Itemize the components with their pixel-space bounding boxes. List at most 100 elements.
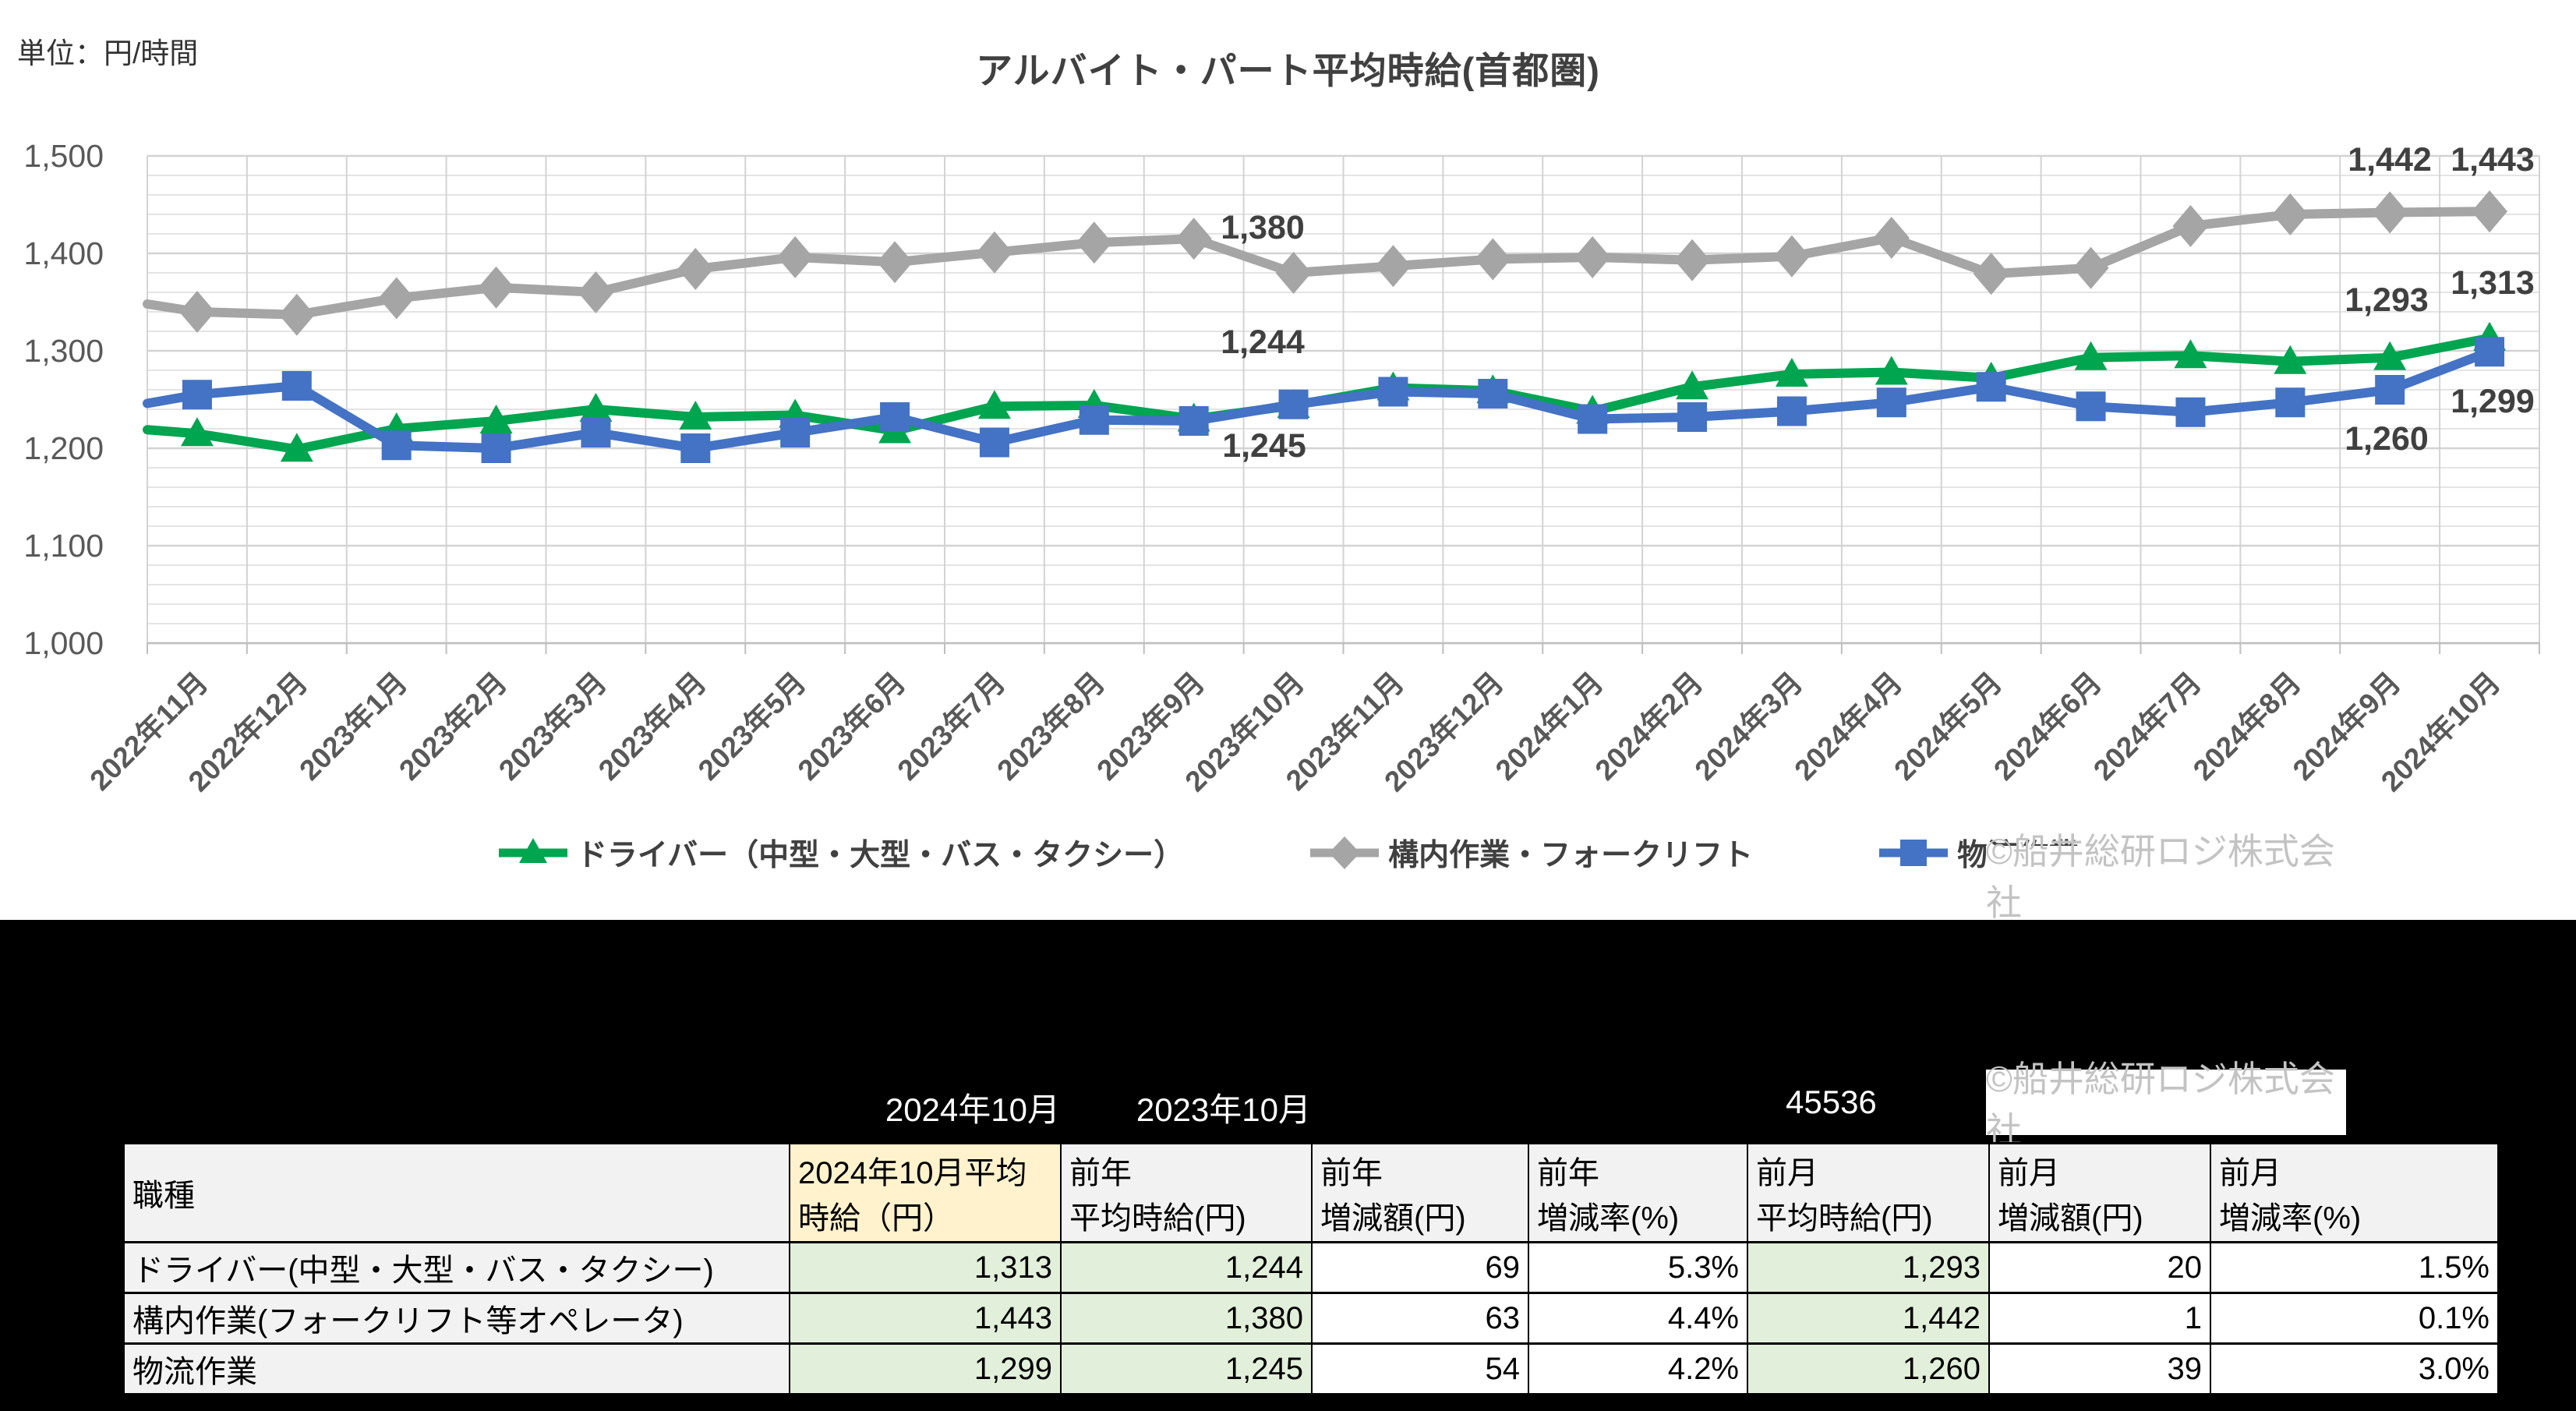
square-marker [1378, 377, 1408, 407]
legend-item-0: ドライバー（中型・大型・バス・タクシー） [497, 831, 1184, 875]
value-cell: 1,299 [789, 1342, 1062, 1395]
data-label: 1,380 [1221, 209, 1305, 246]
table-header-cell: 前年 平均時給(円) [1060, 1142, 1313, 1243]
chart-legend: ドライバー（中型・大型・バス・タクシー）構内作業・フォークリフト物流作業 [0, 831, 2576, 875]
legend-label: ドライバー（中型・大型・バス・タクシー） [576, 839, 1185, 872]
square-marker [2076, 391, 2106, 422]
x-axis-label: 2024年2月 [1589, 667, 1709, 787]
data-label: 1,244 [1221, 324, 1305, 361]
table-header-cell: 前月 増減率(%) [2210, 1142, 2499, 1243]
diamond-marker [2072, 246, 2109, 289]
square-marker [1278, 389, 1309, 419]
legend-diamond-icon [1310, 836, 1380, 869]
y-axis-label: 1,400 [23, 235, 104, 271]
value-cell: 54 [1311, 1342, 1529, 1395]
diamond-marker [1674, 239, 1711, 281]
triangle-marker [579, 393, 613, 422]
triangle-marker [2274, 345, 2307, 374]
value-cell: 1,244 [1060, 1241, 1313, 1294]
table-header-cell: 2024年10月平均 時給（円） [789, 1142, 1062, 1243]
square-marker [1079, 405, 1109, 435]
diamond-marker [178, 291, 215, 333]
square-marker [1776, 396, 1807, 426]
triangle-marker [280, 433, 313, 462]
x-axis-label: 2024年6月 [1988, 667, 2108, 787]
diamond-marker [1076, 221, 1112, 264]
data-label: 1,245 [1222, 427, 1306, 465]
square-marker [481, 433, 511, 463]
diamond-marker [1475, 238, 1511, 281]
y-axis-label: 1,500 [23, 138, 104, 174]
data-label: 1,313 [2451, 264, 2535, 302]
job-type-cell: 物流作業 [123, 1342, 790, 1395]
square-marker [2275, 387, 2306, 418]
square-marker [1178, 406, 1209, 436]
value-cell: 1,380 [1060, 1292, 1313, 1345]
table-body: ドライバー(中型・大型・バス・タクシー) 1,313 1,244 69 5.3% 1,29… [123, 1241, 2499, 1395]
x-axis-label: 2024年1月 [1489, 667, 1610, 787]
data-label: 1,260 [2345, 420, 2429, 458]
table-header-cell: 前月 平均時給(円) [1747, 1142, 1990, 1243]
value-cell: 4.2% [1528, 1342, 1748, 1395]
diamond-marker [2372, 191, 2408, 234]
square-marker [2175, 397, 2206, 427]
x-axis-label: 2023年8月 [991, 667, 1111, 787]
diamond-marker [478, 266, 514, 309]
diamond-marker [1175, 217, 1212, 260]
diamond-marker [278, 293, 315, 336]
value-cell: 20 [1988, 1241, 2211, 1294]
x-axis-label: 2024年3月 [1689, 667, 1809, 787]
square-marker [1976, 372, 2006, 402]
triangle-marker [180, 417, 214, 447]
square-marker [2375, 375, 2405, 405]
x-axis-label: 2024年4月 [1788, 667, 1908, 787]
diamond-marker [2272, 193, 2309, 235]
square-marker [1478, 379, 1508, 408]
value-cell: 69 [1311, 1241, 1529, 1294]
diamond-marker [578, 271, 614, 313]
diamond-marker [1973, 253, 2009, 295]
table-header-cell: 前月 増減額(円) [1988, 1142, 2211, 1243]
unit-label: 単位：円/時間 [17, 37, 199, 69]
table-header-cell: 前年 増減額(円) [1311, 1142, 1529, 1243]
value-cell: 1,245 [1060, 1342, 1313, 1395]
diamond-marker [976, 231, 1012, 274]
band-label-2023-10: 2023年10月 [1136, 1091, 1311, 1128]
y-axis-label: 1,100 [23, 528, 104, 564]
square-marker [2475, 337, 2505, 367]
legend-item-1: 構内作業・フォークリフト [1309, 831, 1753, 875]
square-marker [680, 433, 711, 463]
table-header-row: 職種 2024年10月平均 時給（円） 前年 平均時給(円) 前年 増減額(円) 前年 … [123, 1142, 2499, 1243]
diamond-marker [378, 277, 415, 320]
triangle-marker [679, 401, 712, 430]
data-label: 1,293 [2345, 281, 2429, 319]
square-marker [780, 418, 811, 447]
table-row: ドライバー(中型・大型・バス・タクシー) 1,313 1,244 69 5.3% 1,29… [123, 1241, 2499, 1294]
chart-title: アルバイト・パート平均時給(首都圏) [976, 50, 1600, 91]
square-marker [182, 380, 212, 410]
legend-label: 構内作業・フォークリフト [1388, 839, 1754, 872]
watermark-band: ©船井総研ロジ株式会社 [1986, 1059, 2346, 1151]
diamond-marker [1873, 217, 1910, 259]
value-cell: 5.3% [1528, 1241, 1748, 1294]
value-cell: 1,293 [1747, 1241, 1990, 1294]
triangle-marker [1775, 358, 1808, 387]
triangle-marker [1676, 370, 1709, 400]
value-cell: 1,313 [789, 1241, 1062, 1294]
diamond-marker [2172, 205, 2209, 247]
diamond-marker [877, 241, 913, 284]
square-marker [581, 418, 611, 447]
value-cell: 3.0% [2210, 1342, 2499, 1395]
wage-table: 職種 2024年10月平均 時給（円） 前年 平均時給(円) 前年 増減額(円) 前年 … [123, 1142, 2499, 1395]
diamond-marker [1773, 235, 1810, 278]
value-cell: 1,442 [1747, 1292, 1990, 1345]
x-axis-label: 2023年6月 [792, 667, 912, 787]
triangle-marker [479, 405, 513, 433]
x-axis-label: 2023年3月 [493, 667, 613, 787]
value-cell: 4.4% [1528, 1292, 1748, 1345]
square-marker [1876, 387, 1906, 418]
value-cell: 1,443 [789, 1292, 1062, 1345]
triangle-marker [2373, 341, 2407, 370]
data-label: 1,443 [2451, 141, 2535, 179]
square-marker [1578, 404, 1608, 434]
